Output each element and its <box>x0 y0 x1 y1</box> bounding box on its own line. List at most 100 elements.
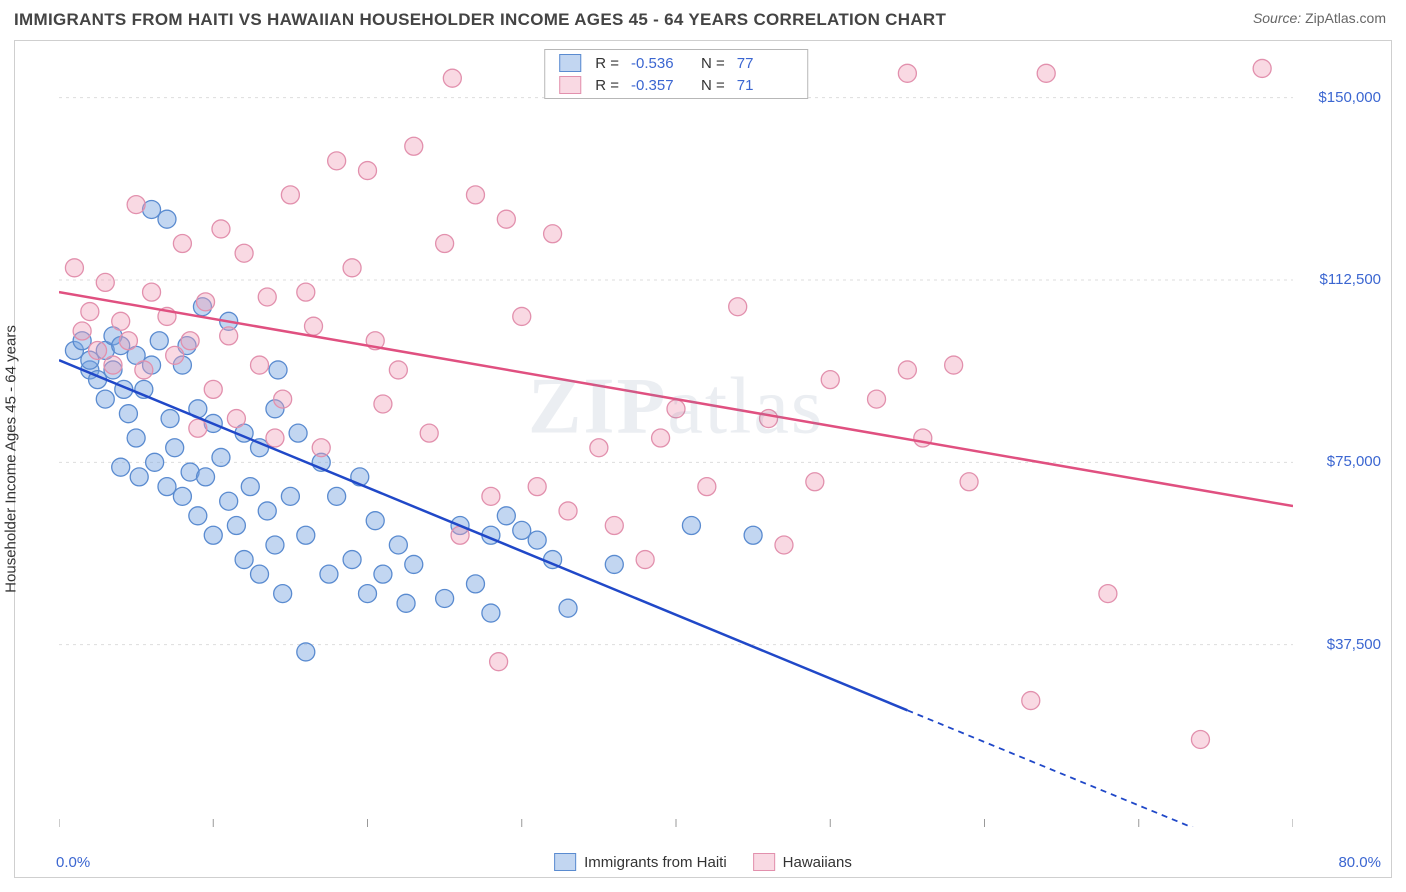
data-point <box>359 162 377 180</box>
data-point <box>150 332 168 350</box>
data-point <box>135 361 153 379</box>
data-point <box>436 589 454 607</box>
legend-row-haiti: R = -0.536 N = 77 <box>545 52 807 74</box>
data-point <box>698 478 716 496</box>
data-point <box>166 439 184 457</box>
data-point <box>652 429 670 447</box>
legend-item-hawaiian: Hawaiians <box>753 853 852 871</box>
data-point <box>366 512 384 530</box>
data-point <box>513 307 531 325</box>
data-point <box>343 259 361 277</box>
legend-row-hawaiian: R = -0.357 N = 71 <box>545 74 807 96</box>
source-attribution: Source: ZipAtlas.com <box>1253 10 1386 26</box>
data-point <box>760 410 778 428</box>
data-point <box>1022 692 1040 710</box>
data-point <box>73 322 91 340</box>
data-point <box>544 225 562 243</box>
data-point <box>241 478 259 496</box>
data-point <box>173 235 191 253</box>
data-point <box>161 410 179 428</box>
data-point <box>197 468 215 486</box>
data-point <box>389 361 407 379</box>
plot-area: ZIPatlas R = -0.536 N = 77 R = -0.357 N … <box>59 49 1293 827</box>
y-tick-label: $37,500 <box>1327 636 1381 653</box>
data-point <box>682 517 700 535</box>
data-point <box>497 210 515 228</box>
data-point <box>220 327 238 345</box>
data-point <box>405 555 423 573</box>
data-point <box>729 298 747 316</box>
legend-label-haiti: Immigrants from Haiti <box>584 854 727 871</box>
data-point <box>605 517 623 535</box>
data-point <box>65 259 83 277</box>
data-point <box>104 356 122 374</box>
data-point <box>227 410 245 428</box>
source-label: Source: <box>1253 10 1301 26</box>
data-point <box>806 473 824 491</box>
data-point <box>559 599 577 617</box>
data-point <box>212 220 230 238</box>
data-point <box>297 526 315 544</box>
data-point <box>590 439 608 457</box>
data-point <box>497 507 515 525</box>
data-point <box>420 424 438 442</box>
data-point <box>112 458 130 476</box>
data-point <box>158 210 176 228</box>
trend-line <box>59 360 907 710</box>
data-point <box>173 487 191 505</box>
data-point <box>466 575 484 593</box>
page-title: IMMIGRANTS FROM HAITI VS HAWAIIAN HOUSEH… <box>14 10 946 30</box>
source-value: ZipAtlas.com <box>1305 10 1386 26</box>
data-point <box>266 536 284 554</box>
n-value-haiti: 77 <box>737 55 793 72</box>
data-point <box>189 507 207 525</box>
data-point <box>667 400 685 418</box>
data-point <box>528 478 546 496</box>
y-axis-label: Householder Income Ages 45 - 64 years <box>3 325 20 593</box>
swatch-haiti-icon <box>554 853 576 871</box>
data-point <box>251 356 269 374</box>
data-point <box>119 332 137 350</box>
trend-line <box>59 292 1293 506</box>
data-point <box>297 283 315 301</box>
data-point <box>374 395 392 413</box>
data-point <box>821 371 839 389</box>
data-point <box>146 453 164 471</box>
data-point <box>775 536 793 554</box>
r-label: R = <box>595 55 619 72</box>
data-point <box>914 429 932 447</box>
y-tick-label: $112,500 <box>1320 271 1381 288</box>
r-value-haiti: -0.536 <box>631 55 687 72</box>
data-point <box>251 565 269 583</box>
data-point <box>289 424 307 442</box>
data-point <box>189 419 207 437</box>
data-point <box>513 521 531 539</box>
data-point <box>127 429 145 447</box>
data-point <box>1191 730 1209 748</box>
data-point <box>528 531 546 549</box>
data-point <box>143 283 161 301</box>
data-point <box>281 186 299 204</box>
data-point <box>89 341 107 359</box>
data-point <box>305 317 323 335</box>
data-point <box>559 502 577 520</box>
x-tick-label: 80.0% <box>1338 854 1381 871</box>
data-point <box>397 594 415 612</box>
scatter-svg <box>59 49 1293 827</box>
data-point <box>197 293 215 311</box>
chart-container: Householder Income Ages 45 - 64 years ZI… <box>14 40 1392 878</box>
data-point <box>96 390 114 408</box>
x-tick-label: 0.0% <box>56 854 90 871</box>
swatch-hawaiian-icon <box>753 853 775 871</box>
data-point <box>258 288 276 306</box>
data-point <box>220 492 238 510</box>
data-point <box>389 536 407 554</box>
data-point <box>436 235 454 253</box>
swatch-haiti <box>559 54 581 72</box>
n-label: N = <box>701 77 725 94</box>
data-point <box>112 312 130 330</box>
data-point <box>181 332 199 350</box>
y-tick-label: $150,000 <box>1318 89 1381 106</box>
data-point <box>868 390 886 408</box>
data-point <box>127 196 145 214</box>
